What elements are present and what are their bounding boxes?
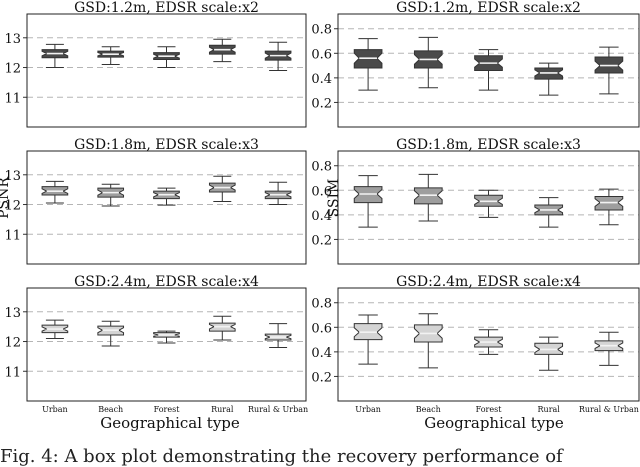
panel-1: 11 12 13 GSD:1.2m, EDSR scale:x2: [4, 0, 307, 128]
y-tick-label: 0.4: [311, 346, 332, 361]
box-rural: [534, 336, 564, 371]
box-beach: [413, 313, 443, 369]
figure-caption: Fig. 4: A box plot demonstrating the rec…: [0, 446, 563, 467]
plot-frame: [26, 13, 307, 128]
box-rural-urban: [594, 331, 624, 366]
y-tick-label: 0.4: [311, 209, 332, 224]
y-tick-label: 0.6: [311, 47, 332, 62]
panel-title: GSD:1.8m, EDSR scale:x3: [396, 137, 581, 153]
box-urban: [353, 38, 383, 91]
box-rural: [208, 38, 236, 63]
y-tick-label: 0.2: [311, 233, 332, 248]
box-forest: [474, 329, 503, 355]
panel-2: 0.2 0.4 0.6 0.8 GSD:1.2m, EDSR scale:x2: [311, 0, 640, 128]
box-beach: [97, 183, 125, 207]
box-beach: [97, 320, 125, 347]
box-forest: [474, 49, 503, 91]
panel-4: 0.2 0.4 0.6 0.8 GSD:1.8m, EDSR scale:x3: [311, 137, 640, 265]
box-rural-urban: [594, 46, 624, 95]
box-rural-urban: [264, 323, 292, 348]
box-rural-urban: [594, 188, 624, 226]
y-tick-label: 12: [4, 199, 21, 214]
box-rural-urban: [264, 41, 292, 71]
xlabel-right: Geographical type: [424, 414, 564, 432]
y-tick-label: 0.2: [311, 370, 332, 385]
box-beach: [97, 46, 125, 66]
box-rural: [534, 62, 564, 96]
box-urban: [353, 314, 383, 365]
x-tick-label: Forest: [154, 405, 181, 414]
x-tick-label: Rural: [538, 405, 561, 414]
y-tick-label: 12: [4, 62, 21, 77]
y-tick-label: 0.4: [311, 72, 332, 87]
y-tick-label: 12: [4, 336, 21, 351]
box-rural-urban: [264, 181, 292, 206]
y-tick-label: 0.8: [311, 297, 332, 312]
y-tick-label: 0.6: [311, 321, 332, 336]
x-tick-label: Rural: [211, 405, 234, 414]
x-tick-label: Rural & Urban: [248, 405, 308, 414]
box-forest: [153, 187, 180, 206]
panel-title: GSD:2.4m, EDSR scale:x4: [74, 274, 259, 290]
panel-title: GSD:2.4m, EDSR scale:x4: [396, 274, 581, 290]
box-forest: [474, 189, 503, 218]
y-tick-label: 11: [4, 365, 21, 380]
x-tick-label: Urban: [42, 405, 68, 414]
y-tick-label: 11: [4, 228, 21, 243]
x-tick-label: Urban: [355, 405, 381, 414]
box-urban: [41, 180, 69, 204]
x-tick-label: Beach: [98, 405, 123, 414]
xlabel-left: Geographical type: [100, 414, 240, 432]
plot-frame: [337, 13, 640, 128]
y-tick-label: 11: [4, 91, 21, 106]
x-tick-label: Forest: [476, 405, 503, 414]
panel-5: 11 12 13 GSD:2.4m, EDSR scale:x4 Urban Beach F…: [4, 274, 308, 414]
box-rural: [534, 197, 564, 228]
box-beach: [413, 173, 443, 222]
x-tick-label: Rural & Urban: [579, 405, 639, 414]
ylabel-psnr: PSNR: [0, 177, 12, 219]
plot-frame: [26, 150, 307, 265]
y-tick-label: 0.8: [311, 23, 332, 38]
box-urban: [41, 319, 69, 340]
box-forest: [153, 46, 180, 69]
y-tick-label: 13: [4, 32, 21, 47]
x-tick-label: Beach: [416, 405, 441, 414]
y-tick-label: 0.8: [311, 160, 332, 175]
panel-title: GSD:1.2m, EDSR scale:x2: [74, 0, 259, 16]
y-tick-label: 13: [4, 169, 21, 184]
y-tick-label: 0.2: [311, 96, 332, 111]
panel-title: GSD:1.8m, EDSR scale:x3: [74, 137, 259, 153]
box-urban: [353, 175, 383, 228]
plot-frame: [337, 287, 640, 402]
ylabel-ssim: SSIM: [326, 179, 342, 218]
plot-frame: [337, 150, 640, 265]
y-tick-label: 13: [4, 306, 21, 321]
box-forest: [153, 330, 180, 344]
box-rural: [208, 175, 236, 203]
box-urban: [41, 43, 69, 69]
box-beach: [413, 36, 443, 89]
box-rural: [208, 315, 236, 341]
panel-6: 0.2 0.4 0.6 0.8 GSD:2.4m, EDSR scale:x4 Urban…: [311, 274, 640, 414]
plot-frame: [26, 287, 307, 402]
panel-title: GSD:1.2m, EDSR scale:x2: [396, 0, 581, 16]
panel-3: 11 12 13 GSD:1.8m, EDSR scale:x3: [4, 137, 307, 265]
y-tick-label: 0.6: [311, 184, 332, 199]
